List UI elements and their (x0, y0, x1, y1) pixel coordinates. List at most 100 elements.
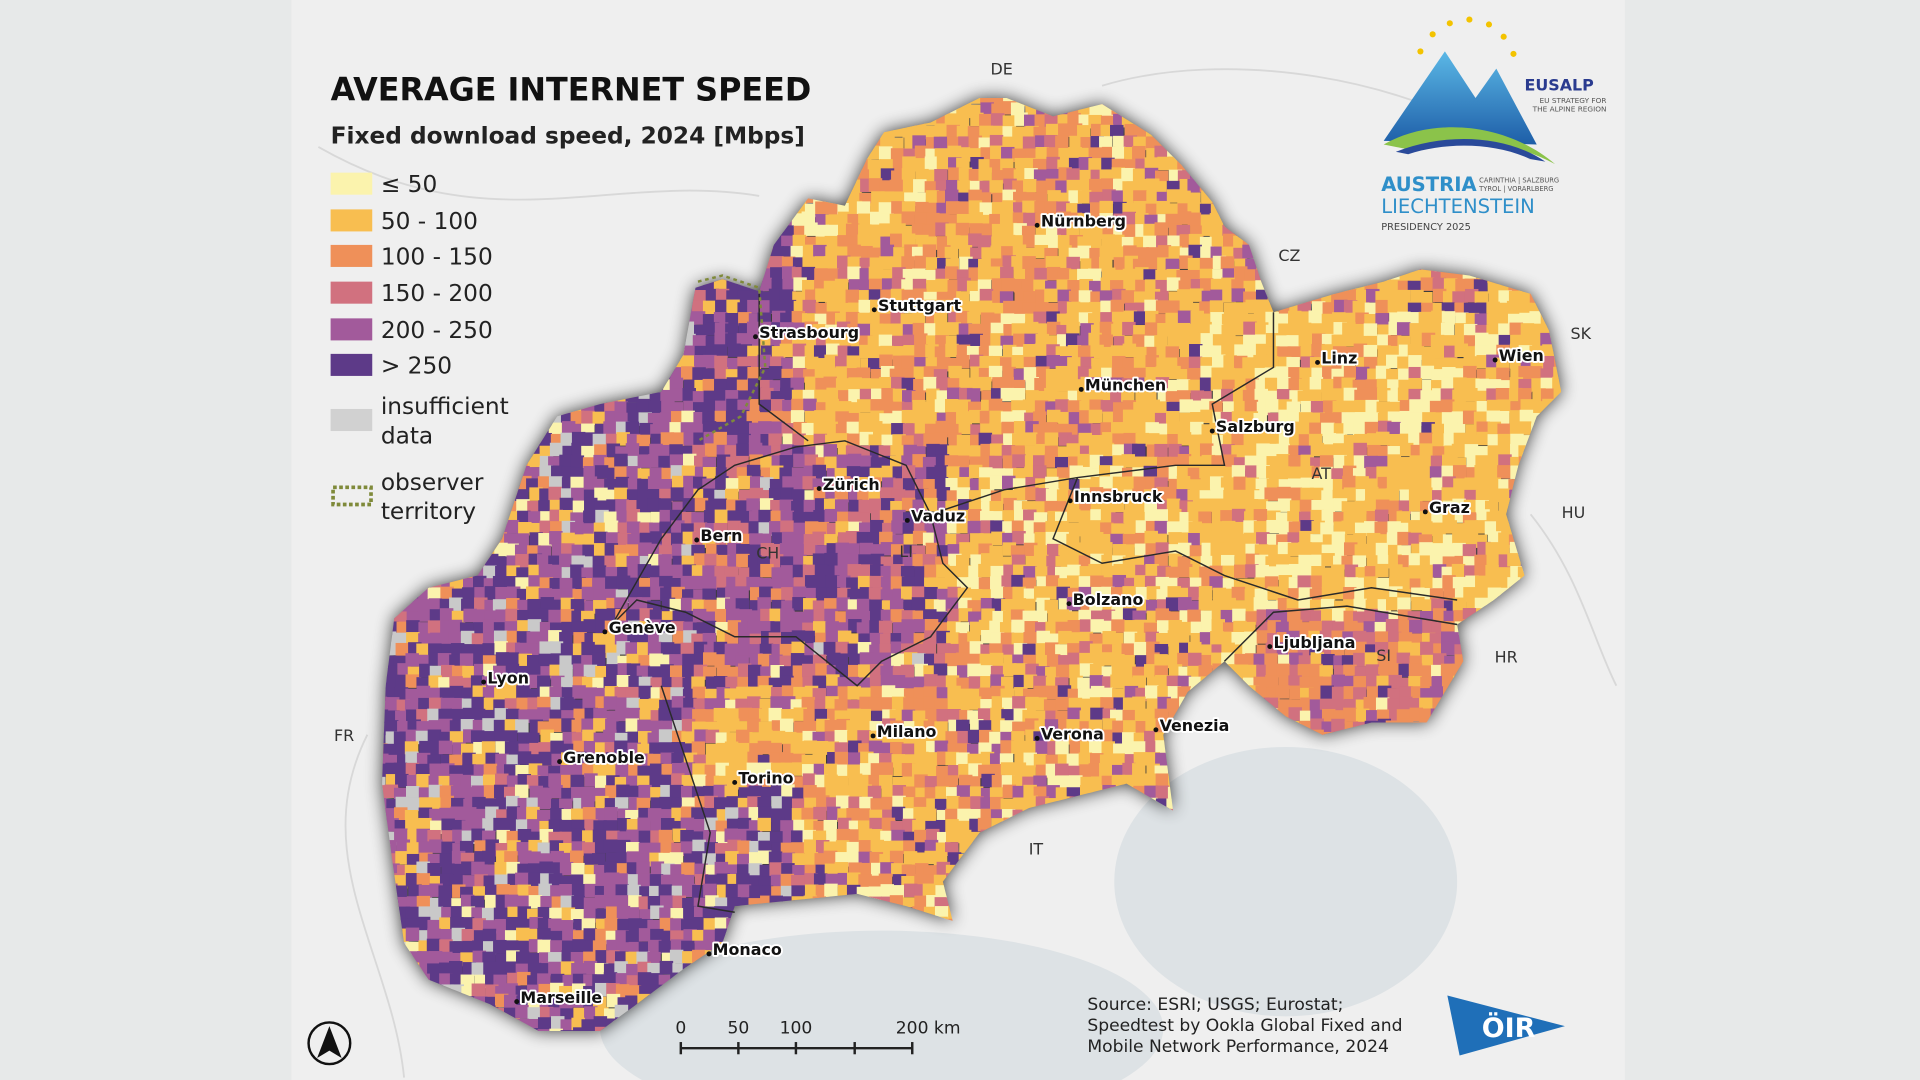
map-cell (1376, 401, 1391, 416)
map-cell (1232, 322, 1246, 336)
map-cell (1254, 322, 1269, 336)
map-cell (726, 398, 740, 413)
map-cell (934, 346, 949, 360)
map-cell (1298, 311, 1312, 325)
map-cell (1110, 299, 1125, 314)
map-cell (868, 178, 883, 192)
map-cell (901, 256, 915, 270)
map-cell (1065, 333, 1080, 347)
map-cell (1297, 322, 1312, 337)
map-cell (1275, 366, 1290, 380)
map-cell (914, 344, 928, 358)
map-cell (1023, 432, 1038, 446)
map-cell (682, 387, 696, 402)
map-cell (948, 167, 962, 181)
map-cell (857, 378, 871, 392)
map-cell (1476, 476, 1490, 491)
map-cell (1330, 388, 1345, 402)
map-cell (1397, 387, 1412, 402)
map-cell (1133, 200, 1147, 215)
map-cell (1309, 487, 1324, 502)
map-cell (825, 202, 839, 217)
map-cell (914, 145, 929, 160)
map-cell (736, 333, 751, 347)
map-cell (878, 334, 893, 349)
map-cell (1000, 266, 1014, 281)
map-cell (1200, 333, 1215, 347)
map-cell (1387, 379, 1401, 393)
map-cell (1077, 125, 1091, 139)
map-cell (1057, 235, 1072, 249)
map-cell (926, 388, 940, 403)
map-cell (914, 212, 929, 226)
map-cell (1463, 365, 1477, 380)
map-cell (1112, 146, 1126, 161)
map-cell (735, 409, 749, 424)
map-cell (715, 299, 729, 314)
map-cell (990, 245, 1004, 260)
map-cell (1375, 299, 1389, 314)
map-cell (1024, 333, 1038, 348)
map-cell (1099, 213, 1113, 227)
map-cell (1033, 311, 1047, 326)
map-cell (945, 343, 959, 358)
map-cell (945, 399, 959, 413)
map-cell (925, 257, 940, 271)
map-cell (1474, 390, 1489, 405)
map-cell (1002, 200, 1016, 214)
map-cell (1343, 365, 1358, 380)
map-cell (823, 444, 838, 458)
map-cell (704, 399, 718, 413)
map-cell (1110, 124, 1124, 139)
map-cell (826, 387, 840, 402)
map-cell (815, 214, 829, 228)
map-cell (1067, 357, 1081, 371)
map-cell (1055, 399, 1069, 413)
map-cell (913, 179, 927, 193)
map-cell (1132, 168, 1147, 182)
map-cell (956, 125, 971, 140)
map-cell (1486, 553, 1500, 567)
map-cell (648, 400, 663, 415)
map-cell (1432, 433, 1446, 447)
map-cell (955, 310, 970, 325)
map-cell (1143, 235, 1157, 250)
map-cell (879, 256, 893, 270)
map-cell (1463, 323, 1478, 338)
map-cell (1034, 234, 1049, 249)
map-cell (879, 376, 893, 391)
map-cell (1286, 335, 1300, 349)
map-cell (868, 266, 883, 281)
map-cell (1032, 465, 1047, 479)
map-cell (1419, 564, 1434, 579)
map-cell (1188, 379, 1202, 394)
map-cell (804, 222, 818, 236)
map-cell (1276, 466, 1291, 480)
map-cell (1154, 443, 1168, 458)
map-cell (945, 223, 959, 237)
map-cell (1310, 400, 1325, 415)
map-cell (779, 387, 794, 402)
map-cell (1429, 400, 1444, 415)
map-cell (1474, 313, 1489, 327)
map-cell (1253, 311, 1268, 326)
map-cell (1167, 508, 1182, 523)
map-cell (1386, 279, 1401, 293)
map-cell (868, 587, 883, 601)
map-cell (1529, 311, 1543, 325)
map-cell (1122, 343, 1137, 358)
map-cell (1155, 366, 1170, 380)
map-cell (670, 432, 685, 446)
map-cell (870, 211, 884, 226)
map-cell (824, 235, 839, 250)
map-cell (966, 280, 981, 295)
map-cell (869, 498, 883, 512)
map-cell (1000, 387, 1015, 402)
map-cell (1322, 322, 1336, 337)
map-cell (1066, 256, 1080, 271)
map-cell (1377, 388, 1391, 402)
map-cell (1144, 299, 1158, 314)
map-cell (669, 377, 684, 392)
map-cell (912, 268, 926, 282)
map-cell (1122, 211, 1136, 226)
